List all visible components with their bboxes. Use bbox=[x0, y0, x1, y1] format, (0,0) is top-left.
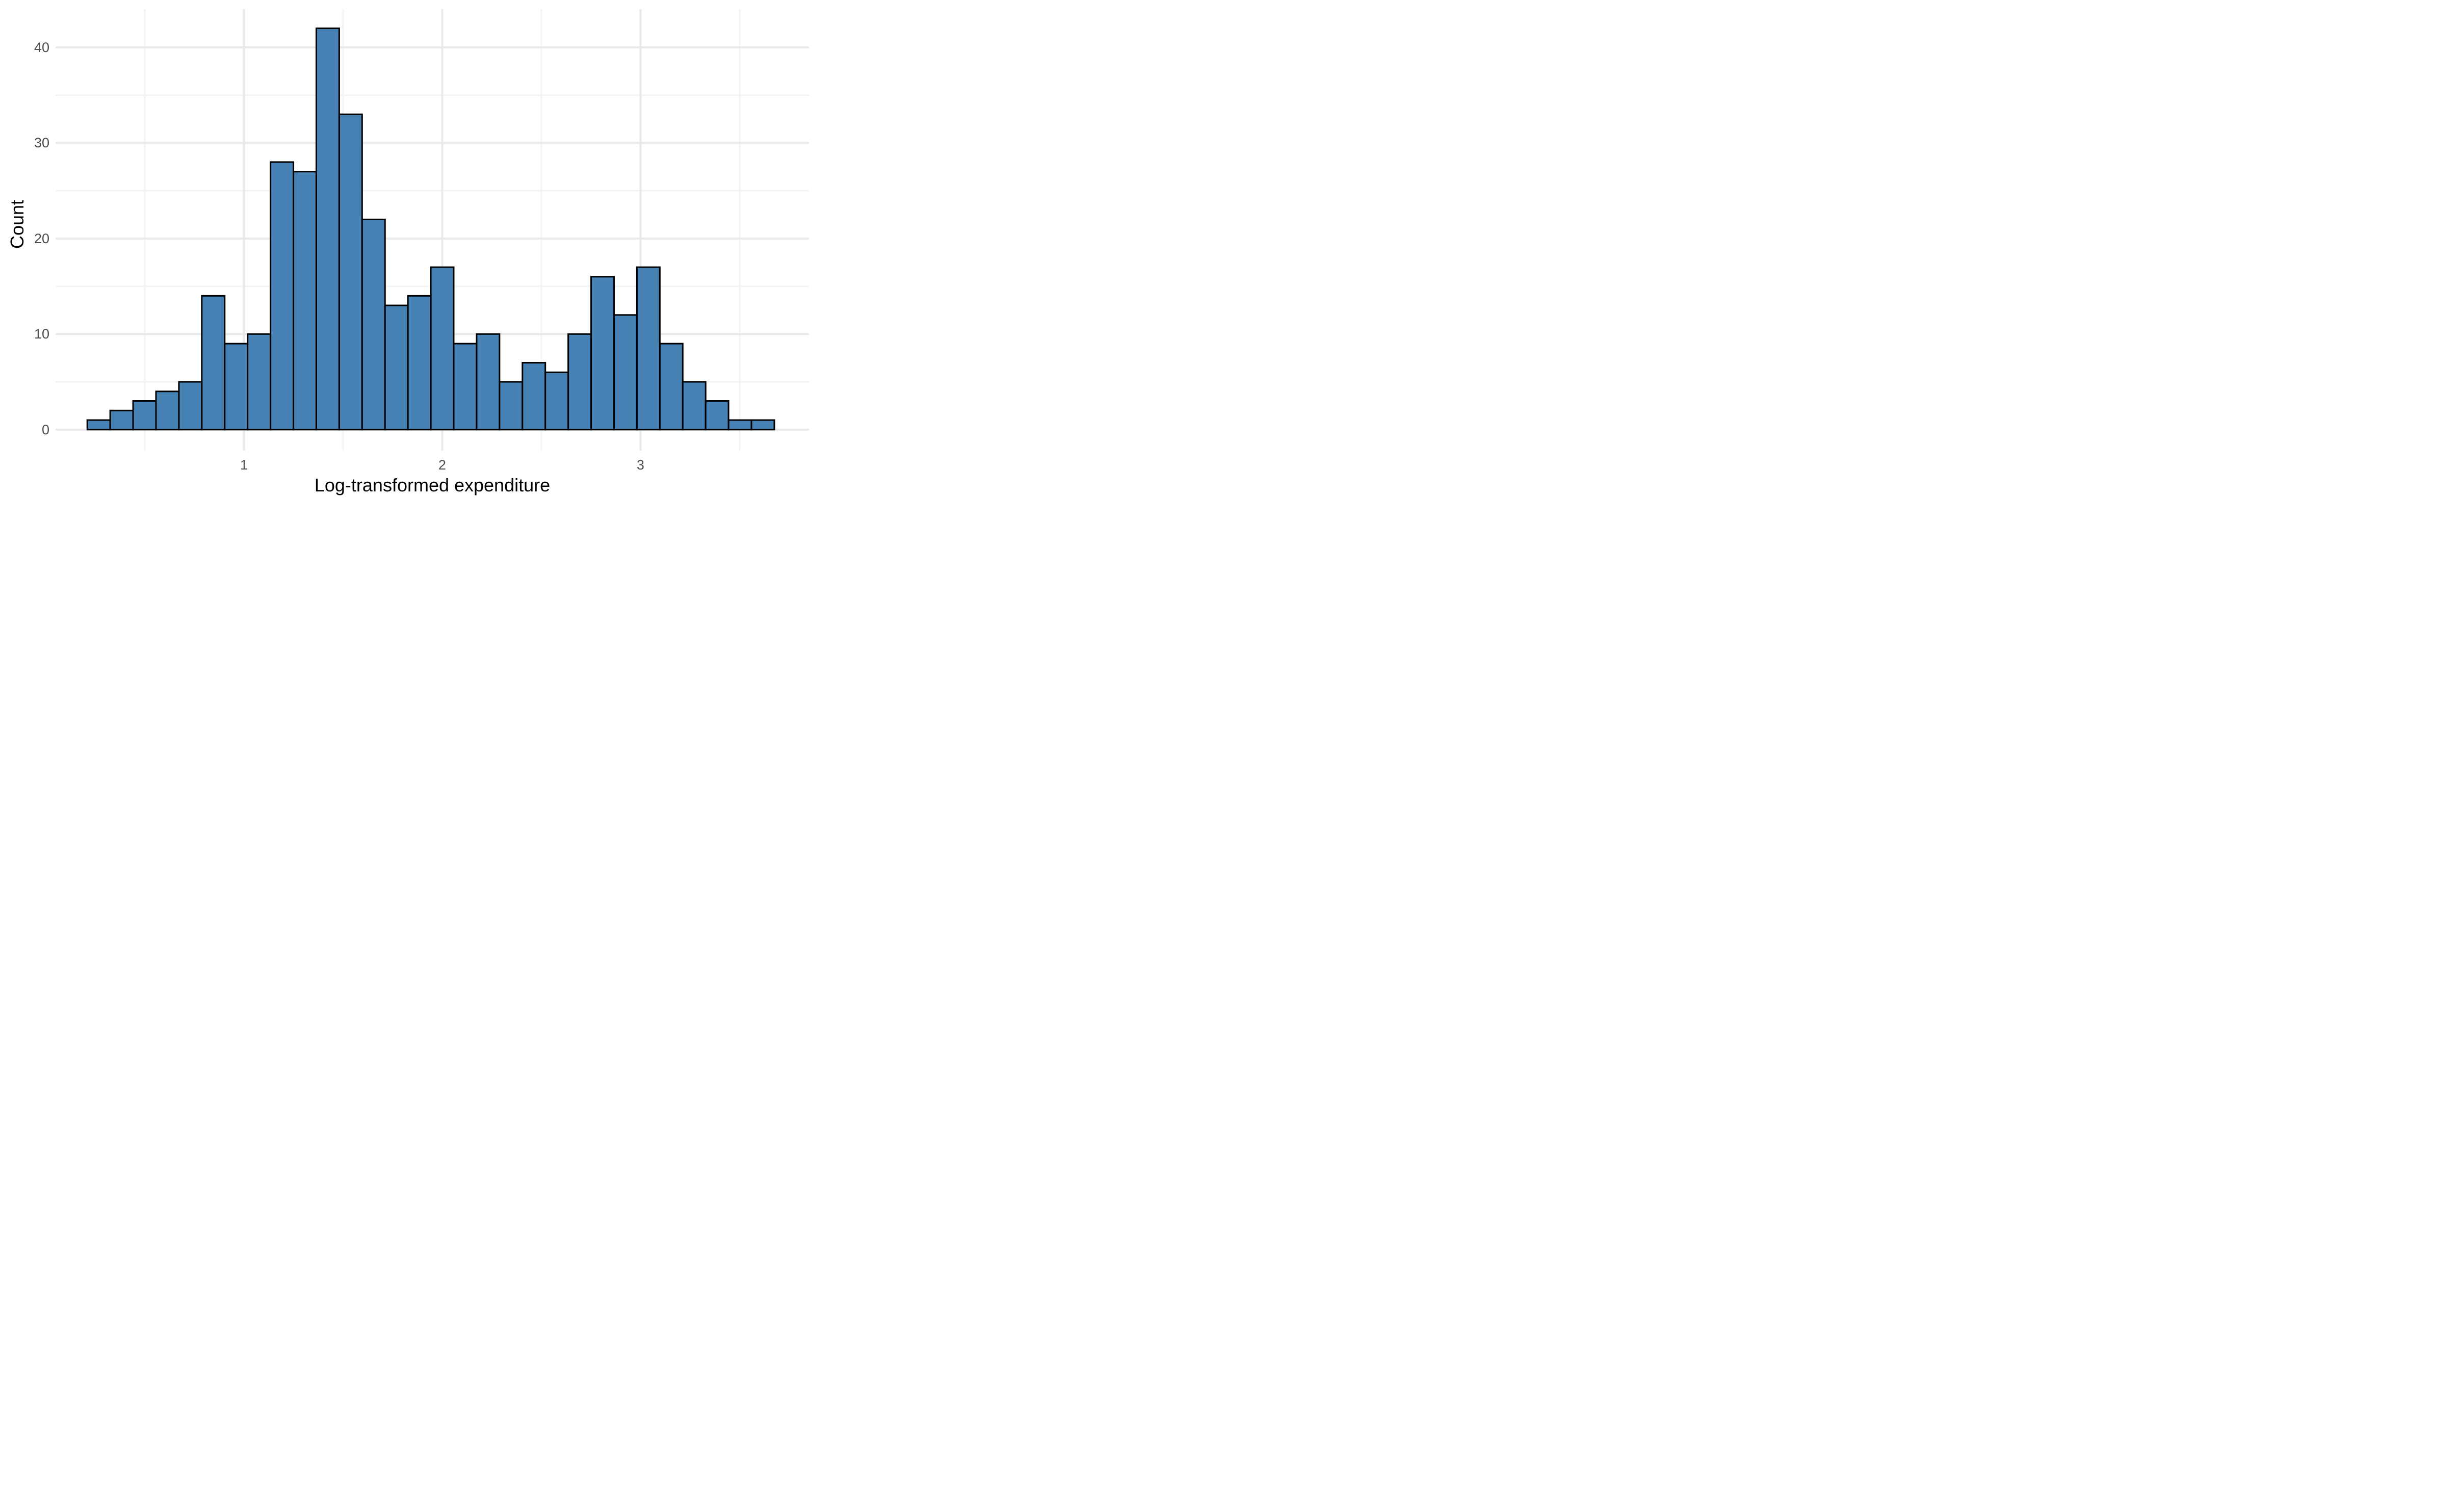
histogram-bar bbox=[567, 333, 592, 431]
histogram-bar bbox=[224, 343, 249, 431]
plot-panel bbox=[56, 9, 809, 451]
y-axis-title: Count bbox=[7, 199, 28, 249]
histogram-bar bbox=[705, 400, 730, 431]
histogram-bar bbox=[727, 419, 752, 431]
histogram-bar bbox=[132, 400, 157, 431]
histogram-bar bbox=[659, 343, 684, 431]
histogram-bar bbox=[293, 171, 317, 431]
histogram-bar bbox=[682, 381, 707, 431]
histogram-bar bbox=[590, 276, 615, 431]
histogram-bar bbox=[361, 218, 386, 431]
y-tick-label: 0 bbox=[41, 422, 49, 437]
histogram-bar bbox=[384, 304, 409, 431]
histogram-bar bbox=[750, 419, 775, 431]
histogram-canvas bbox=[56, 9, 809, 451]
histogram-figure: 0 10 20 30 40 1 2 3 Count Log-transformed expe… bbox=[0, 0, 816, 504]
histogram-bar bbox=[86, 419, 111, 431]
histogram-bar bbox=[613, 314, 638, 431]
histogram-bar bbox=[499, 381, 524, 431]
x-tick-label: 1 bbox=[240, 457, 248, 473]
histogram-bar bbox=[430, 266, 455, 431]
histogram-bar bbox=[338, 113, 363, 431]
histogram-bar bbox=[476, 333, 501, 431]
y-tick-label: 10 bbox=[34, 326, 49, 342]
histogram-bar bbox=[407, 295, 432, 431]
histogram-bar bbox=[109, 409, 134, 431]
y-tick-label: 40 bbox=[34, 39, 49, 55]
histogram-bar bbox=[178, 381, 203, 431]
x-tick-label: 2 bbox=[438, 457, 446, 473]
histogram-bar bbox=[315, 27, 340, 431]
histogram-bar bbox=[636, 266, 661, 431]
histogram-bar bbox=[155, 390, 180, 431]
histogram-bar bbox=[270, 161, 295, 431]
x-tick-label: 3 bbox=[636, 457, 644, 473]
histogram-bar bbox=[453, 343, 478, 431]
x-axis-title: Log-transformed expenditure bbox=[314, 475, 551, 496]
y-tick-label: 20 bbox=[34, 230, 49, 246]
histogram-bar bbox=[544, 371, 569, 431]
y-tick-label: 30 bbox=[34, 135, 49, 151]
histogram-bar bbox=[247, 333, 272, 431]
histogram-bar bbox=[522, 362, 546, 431]
histogram-bar bbox=[201, 295, 226, 431]
